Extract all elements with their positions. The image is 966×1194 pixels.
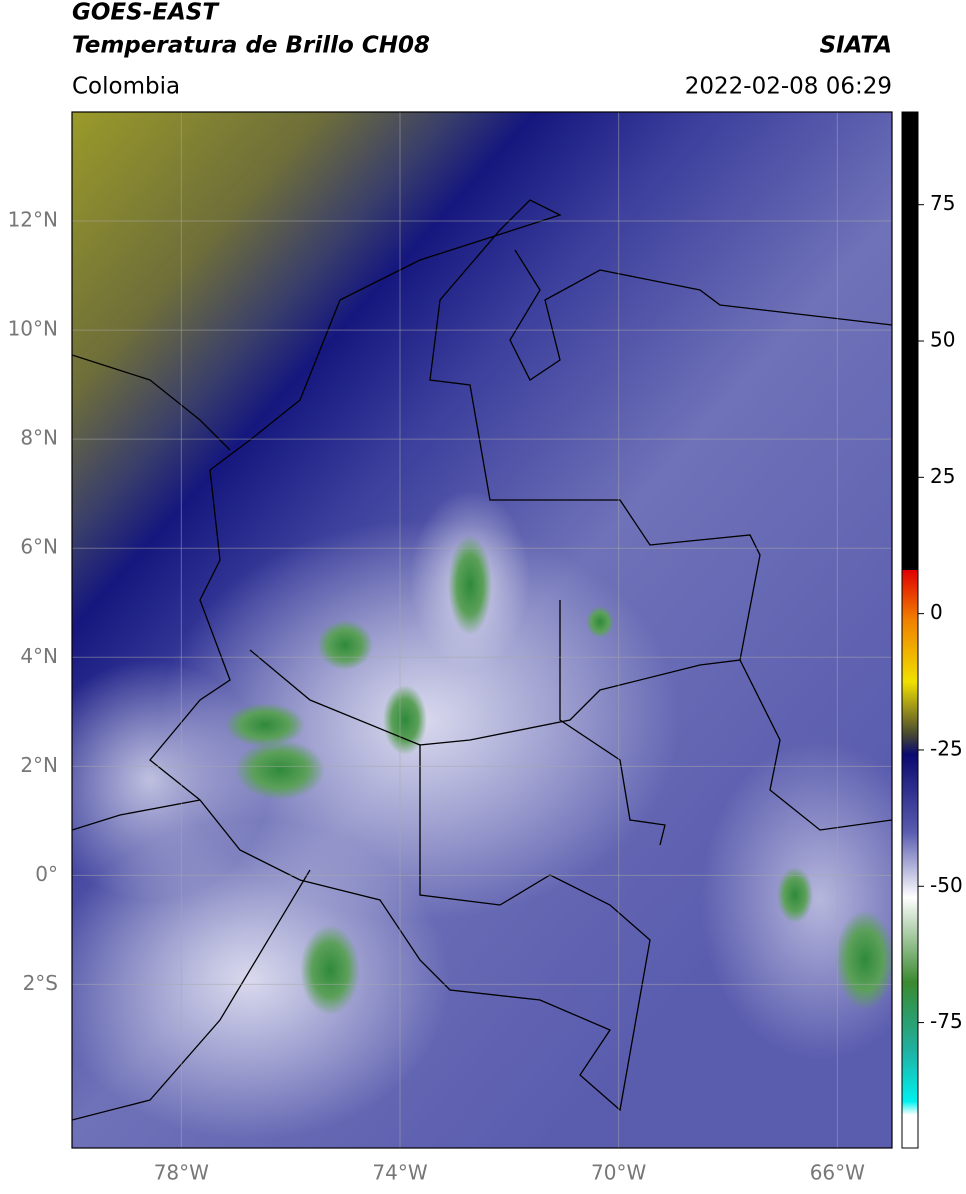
colorbar-tick-label: 25	[930, 464, 955, 488]
satellite-image	[72, 112, 892, 1148]
y-tick-label: 4°N	[20, 644, 58, 668]
y-tick-label: 10°N	[8, 317, 58, 341]
colorbar-tick-label: 0	[930, 600, 943, 624]
y-tick-label: 6°N	[20, 535, 58, 559]
colorbar-tick-label: -50	[930, 873, 963, 897]
region: Colombia	[72, 74, 180, 100]
timestamp: 2022-02-08 06:29	[685, 74, 892, 100]
colorbar-tick-label: -25	[930, 736, 963, 760]
y-tick-label: 12°N	[8, 208, 58, 232]
x-tick-label: 66°W	[810, 1161, 865, 1185]
map-frame	[71, 111, 893, 1149]
y-tick-label: 2°S	[23, 971, 58, 995]
colorbar-tick-label: 50	[930, 328, 955, 352]
x-tick-label: 70°W	[591, 1161, 646, 1185]
source: SIATA	[820, 33, 892, 59]
x-tick-label: 78°W	[154, 1161, 209, 1185]
subtitle: Temperatura de Brillo CH08	[72, 33, 430, 59]
colorbar-tick-label: 75	[930, 191, 955, 215]
y-tick-label: 2°N	[20, 753, 58, 777]
title: GOES-EAST	[72, 0, 220, 26]
graticule	[72, 112, 892, 1148]
y-tick-label: 0°	[35, 862, 58, 886]
colorbar	[901, 111, 919, 1149]
colorbar-tick-label: -75	[930, 1009, 963, 1033]
x-tick-label: 74°W	[372, 1161, 427, 1185]
y-tick-label: 8°N	[20, 426, 58, 450]
